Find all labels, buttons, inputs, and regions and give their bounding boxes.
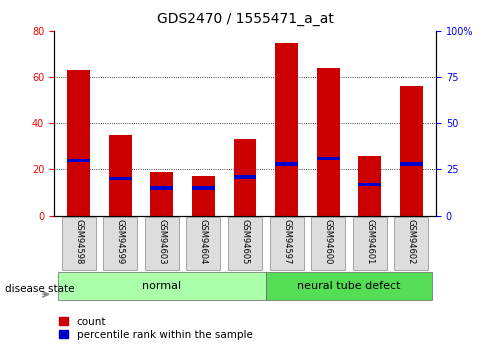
Bar (150, 186, 173, 190)
Bar (400, 87, 422, 216)
FancyBboxPatch shape (228, 217, 262, 270)
Bar (109, 177, 132, 180)
Text: GDS2470 / 1555471_a_at: GDS2470 / 1555471_a_at (157, 12, 333, 26)
Bar (275, 162, 298, 166)
Bar (192, 186, 215, 190)
FancyBboxPatch shape (266, 273, 432, 300)
Bar (317, 157, 340, 160)
Bar (68, 158, 90, 162)
Bar (275, 42, 298, 216)
Bar (150, 172, 173, 216)
Text: GSM94599: GSM94599 (116, 219, 125, 264)
Bar (234, 175, 256, 179)
FancyBboxPatch shape (62, 217, 96, 270)
Text: GSM94603: GSM94603 (157, 219, 167, 264)
FancyBboxPatch shape (145, 217, 179, 270)
Bar (317, 68, 340, 216)
Bar (68, 70, 90, 216)
Legend: count, percentile rank within the sample: count, percentile rank within the sample (59, 317, 253, 340)
Text: GSM94597: GSM94597 (282, 219, 291, 264)
FancyBboxPatch shape (353, 217, 387, 270)
FancyBboxPatch shape (103, 217, 137, 270)
Text: GSM94600: GSM94600 (323, 219, 333, 264)
Text: neural tube defect: neural tube defect (297, 282, 401, 291)
Text: GSM94605: GSM94605 (241, 219, 249, 264)
Text: GSM94602: GSM94602 (407, 219, 416, 264)
FancyBboxPatch shape (394, 217, 428, 270)
Text: GSM94601: GSM94601 (365, 219, 374, 264)
FancyBboxPatch shape (58, 273, 266, 300)
FancyBboxPatch shape (186, 217, 220, 270)
Bar (358, 156, 381, 216)
Text: GSM94598: GSM94598 (74, 219, 83, 264)
Bar (109, 135, 132, 216)
Text: GSM94604: GSM94604 (199, 219, 208, 264)
Text: disease state: disease state (5, 284, 74, 294)
Bar (400, 162, 422, 166)
Bar (234, 139, 256, 216)
FancyBboxPatch shape (311, 217, 345, 270)
Text: normal: normal (143, 282, 181, 291)
Bar (358, 183, 381, 186)
FancyBboxPatch shape (270, 217, 304, 270)
Bar (192, 176, 215, 216)
